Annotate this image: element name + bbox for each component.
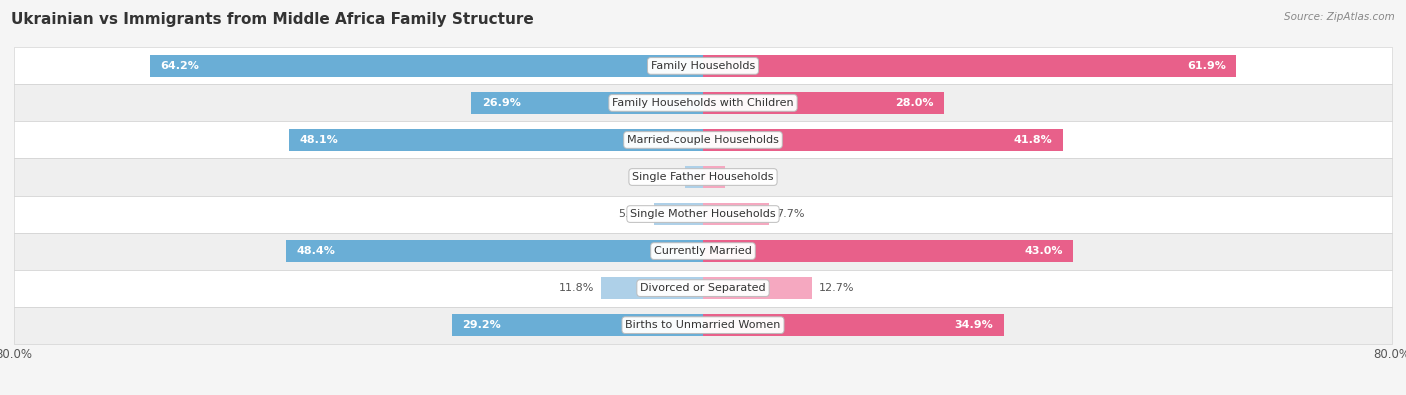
Text: Divorced or Separated: Divorced or Separated [640,283,766,293]
Text: Single Father Households: Single Father Households [633,172,773,182]
Text: 48.4%: 48.4% [297,246,336,256]
Text: 5.7%: 5.7% [619,209,647,219]
Bar [703,314,1004,336]
Bar [685,166,703,188]
Bar [14,158,1392,196]
Bar [703,240,1073,262]
Text: Family Households with Children: Family Households with Children [612,98,794,108]
Bar [14,196,1392,233]
Text: 34.9%: 34.9% [955,320,993,330]
Text: Family Households: Family Households [651,61,755,71]
Text: 29.2%: 29.2% [461,320,501,330]
Text: Married-couple Households: Married-couple Households [627,135,779,145]
Bar [703,203,769,225]
Bar [602,277,703,299]
Text: 11.8%: 11.8% [560,283,595,293]
Text: Currently Married: Currently Married [654,246,752,256]
Text: Source: ZipAtlas.com: Source: ZipAtlas.com [1284,12,1395,22]
Text: 7.7%: 7.7% [776,209,804,219]
Text: 61.9%: 61.9% [1187,61,1226,71]
Text: 48.1%: 48.1% [299,135,337,145]
Bar [703,166,724,188]
Text: Births to Unmarried Women: Births to Unmarried Women [626,320,780,330]
Bar [14,233,1392,269]
Bar [703,277,813,299]
Text: 41.8%: 41.8% [1014,135,1053,145]
Bar [14,307,1392,344]
Bar [14,121,1392,158]
Bar [14,85,1392,121]
Bar [287,240,703,262]
Bar [14,47,1392,85]
Text: 28.0%: 28.0% [896,98,934,108]
Bar [14,269,1392,307]
Bar [703,92,945,114]
Bar [471,92,703,114]
Text: 43.0%: 43.0% [1025,246,1063,256]
Bar [703,129,1063,151]
Text: 2.1%: 2.1% [650,172,678,182]
Bar [703,55,1236,77]
Text: 2.5%: 2.5% [731,172,759,182]
Bar [654,203,703,225]
Bar [451,314,703,336]
Text: 12.7%: 12.7% [820,283,855,293]
Text: Ukrainian vs Immigrants from Middle Africa Family Structure: Ukrainian vs Immigrants from Middle Afri… [11,12,534,27]
Text: Single Mother Households: Single Mother Households [630,209,776,219]
Text: 64.2%: 64.2% [160,61,200,71]
Bar [288,129,703,151]
Text: 26.9%: 26.9% [482,98,520,108]
Bar [150,55,703,77]
